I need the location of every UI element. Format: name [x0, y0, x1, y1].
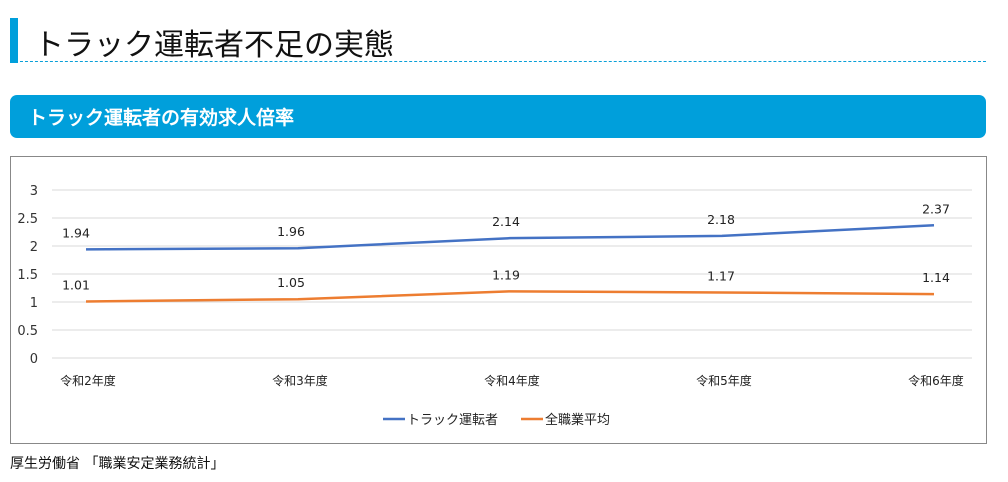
page-heading-block: トラック運転者不足の実態 — [10, 18, 986, 63]
data-label: 1.96 — [277, 224, 305, 239]
y-tick-label: 2 — [30, 240, 38, 255]
y-tick-label: 2.5 — [17, 212, 38, 227]
legend-label: トラック運転者 — [407, 413, 498, 428]
data-label: 1.19 — [492, 267, 520, 282]
heading-accent-bar — [10, 18, 18, 63]
source-note: 厚生労働省 「職業安定業務統計」 — [10, 456, 225, 472]
data-label: 1.94 — [62, 225, 90, 240]
series-line-1 — [85, 290, 935, 303]
data-label: 1.17 — [707, 268, 735, 283]
legend-label: 全職業平均 — [545, 412, 610, 428]
y-tick-label: 0.5 — [17, 324, 38, 339]
data-label: 1.01 — [62, 277, 90, 292]
x-tick-label: 令和2年度 — [60, 373, 116, 388]
data-label: 1.14 — [922, 270, 950, 285]
y-tick-label: 1 — [30, 296, 38, 311]
data-label: 2.18 — [707, 212, 735, 227]
section-title: トラック運転者の有効求人倍率 — [28, 107, 295, 129]
y-tick-label: 3 — [30, 184, 38, 199]
page-heading: トラック運転者不足の実態 — [34, 28, 394, 63]
data-label: 2.14 — [492, 214, 520, 229]
y-tick-label: 1.5 — [17, 268, 38, 283]
x-tick-label: 令和5年度 — [696, 373, 752, 388]
x-tick-label: 令和4年度 — [484, 373, 540, 388]
section-header: トラック運転者の有効求人倍率 — [10, 95, 986, 138]
y-tick-label: 0 — [30, 352, 38, 367]
data-label: 1.05 — [277, 275, 305, 290]
chart-frame — [10, 156, 987, 444]
series-line-0 — [85, 224, 935, 251]
x-tick-label: 令和3年度 — [272, 373, 328, 388]
x-tick-label: 令和6年度 — [908, 373, 964, 388]
data-label: 2.37 — [922, 201, 950, 216]
